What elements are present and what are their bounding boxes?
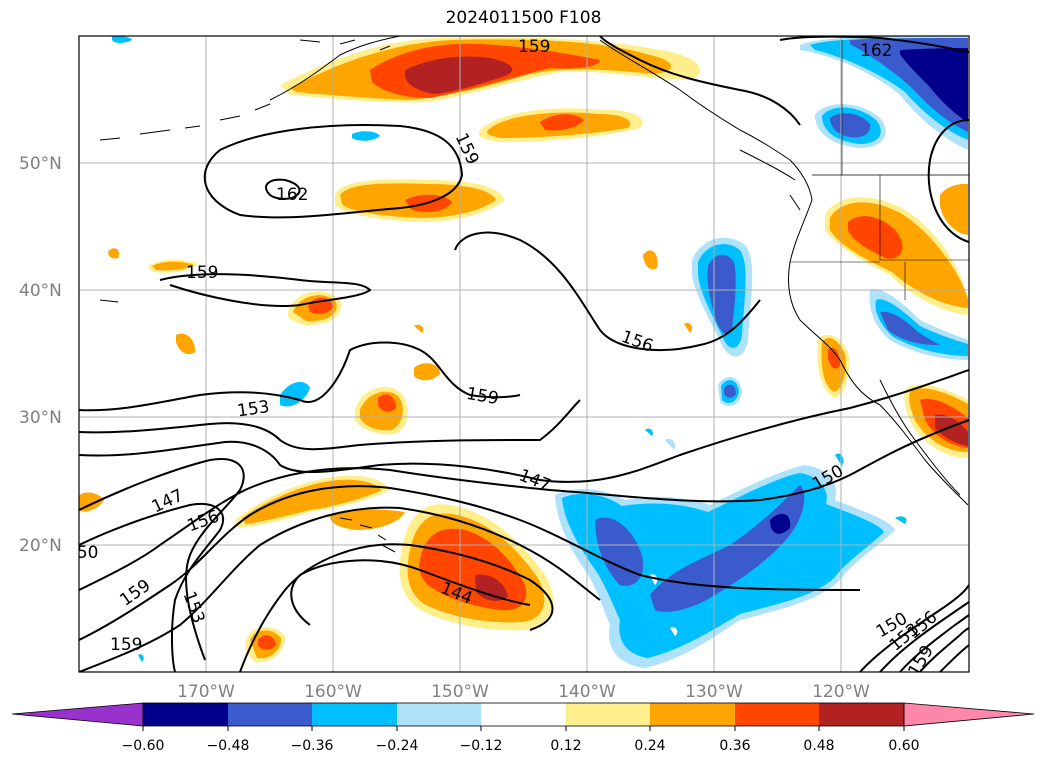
colorbar-tick: 0.60 [888,738,919,754]
lon-label: 130°W [685,682,743,702]
negative-anomaly-shading [112,36,968,668]
lat-label: 20°N [19,536,62,556]
lon-label: 150°W [431,682,489,702]
colorbar-tick: −0.24 [376,738,419,754]
colorbar-segment [566,703,650,726]
colorbar-tick: −0.60 [122,738,165,754]
colorbar-tick: 0.48 [803,738,834,754]
contour-label: 162 [276,185,308,205]
longitude-labels: 170°W 160°W 150°W 140°W 130°W 120°W [177,682,870,702]
lat-label: 40°N [19,281,62,301]
colorbar-extend-high [903,702,1035,727]
colorbar-tick: −0.48 [207,738,250,754]
colorbar-segment [397,703,481,726]
map-area: 159 162 162 159 159 156 159 153 147 150 … [66,36,969,672]
lon-label: 140°W [558,682,616,702]
contour-label: 159 [186,263,218,283]
colorbar: −0.60 −0.48 −0.36 −0.24 −0.12 0.12 0.24 … [11,702,1035,754]
latitude-labels: 50°N 40°N 30°N 20°N [19,154,62,556]
lat-label: 30°N [19,408,62,428]
colorbar-segment [481,703,566,726]
colorbar-tick: −0.36 [291,738,334,754]
contour-label: 150 [66,543,98,563]
contour-label: 162 [860,41,892,61]
political-borders [790,40,969,300]
colorbar-tick: 0.36 [719,738,750,754]
lon-label: 120°W [812,682,870,702]
map-title: 2024011500 F108 [445,8,602,28]
colorbar-tick: −0.12 [460,738,503,754]
map-frame [78,35,970,673]
contour-label: 153 [236,397,271,421]
colorbar-segment [650,703,735,726]
colorbar-segment [819,703,904,726]
colorbar-tick: 0.24 [634,738,665,754]
contour-label: 159 [110,635,142,655]
height-contours [79,36,969,672]
colorbar-segment [143,703,228,726]
colorbar-tick: 0.12 [550,738,581,754]
lon-label: 160°W [304,682,362,702]
colorbar-extend-low [11,702,144,727]
contour-label: 159 [518,37,550,57]
graticule [79,36,969,672]
lat-label: 50°N [19,154,62,174]
colorbar-segment [228,703,312,726]
positive-anomaly-shading [79,37,968,663]
lon-label: 170°W [177,682,235,702]
colorbar-segment [312,703,397,726]
colorbar-segment [735,703,819,726]
